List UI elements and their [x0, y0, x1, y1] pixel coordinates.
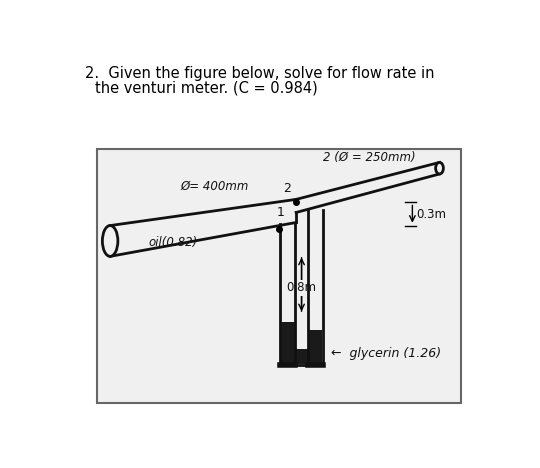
Bar: [281, 322, 295, 364]
Ellipse shape: [103, 226, 118, 256]
Text: ←  glycerin (1.26): ← glycerin (1.26): [331, 347, 441, 360]
Text: 2 (Ø = 250mm): 2 (Ø = 250mm): [323, 151, 416, 164]
Text: 2.  Given the figure below, solve for flow rate in: 2. Given the figure below, solve for flo…: [85, 66, 434, 81]
Text: the venturi meter. (C = 0.984): the venturi meter. (C = 0.984): [94, 81, 318, 96]
Text: 0.8m: 0.8m: [287, 281, 316, 294]
Text: oil(0.82): oil(0.82): [149, 236, 198, 249]
Ellipse shape: [436, 162, 443, 174]
Bar: [308, 329, 322, 364]
Bar: [97, 148, 461, 402]
Text: Ø= 400mm: Ø= 400mm: [180, 180, 249, 193]
Bar: [281, 349, 322, 364]
Text: 0.3m: 0.3m: [416, 207, 446, 220]
Text: 2: 2: [284, 182, 292, 195]
Text: 1: 1: [276, 206, 285, 219]
